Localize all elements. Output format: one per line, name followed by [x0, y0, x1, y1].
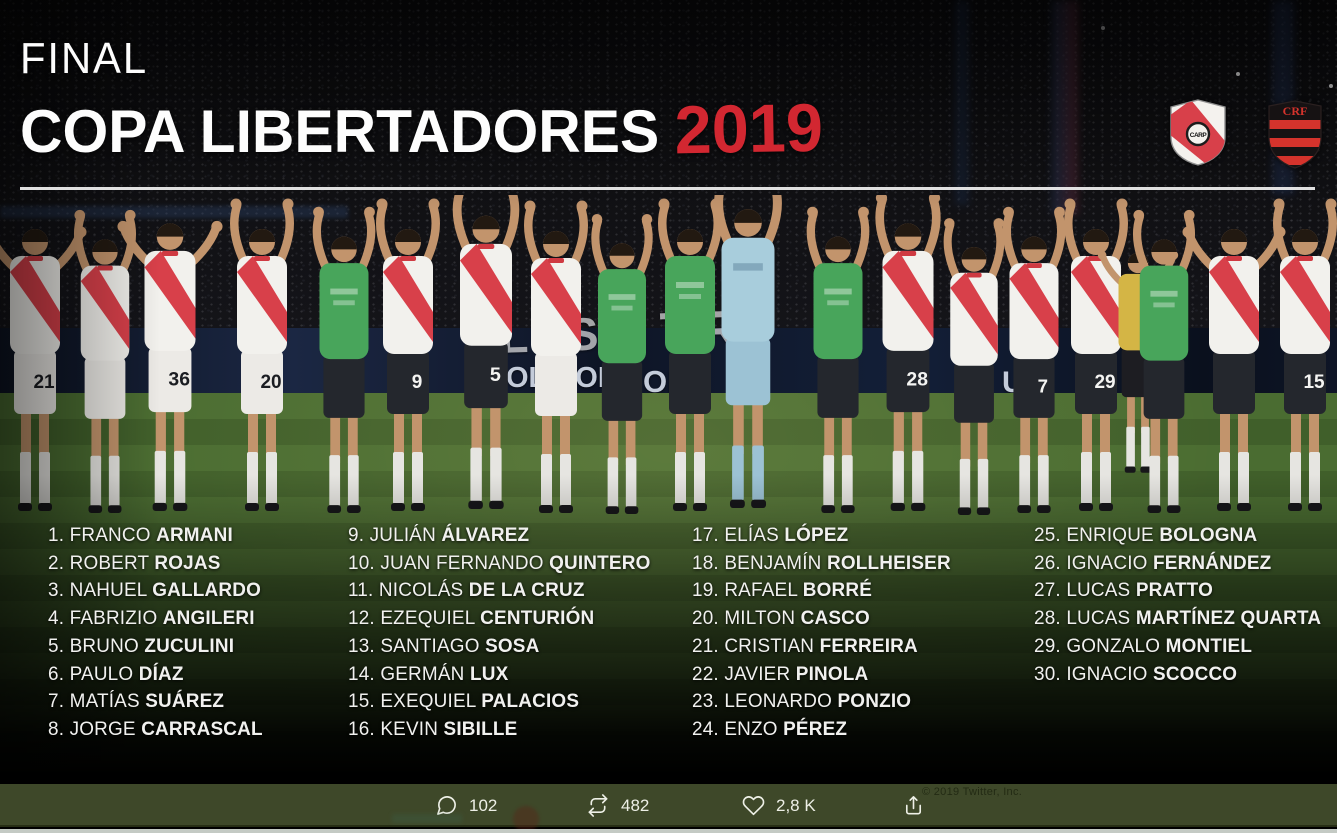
- squad-entry: 29. GONZALO MONTIEL: [1034, 634, 1253, 657]
- retweet-button[interactable]: 482: [586, 784, 649, 827]
- svg-text:20: 20: [260, 372, 281, 393]
- tweet-action-bar: © 2019 Twitter, Inc. 102 482 2,8 K: [0, 784, 1337, 827]
- squad-entry: 11. NICOLÁS DE LA CRUZ: [348, 579, 585, 602]
- page-bottom-strip: [0, 829, 1337, 833]
- title-copa-libertadores: COPA LIBERTADORES: [20, 98, 660, 165]
- share-icon[interactable]: [902, 794, 925, 817]
- svg-text:5: 5: [490, 364, 501, 386]
- squad-entry: 10. JUAN FERNANDO QUINTERO: [348, 551, 651, 574]
- header-divider: [20, 187, 1315, 190]
- svg-text:29: 29: [1094, 372, 1115, 393]
- player-figure: 9: [376, 198, 440, 511]
- squad-entry: 20. MILTON CASCO: [692, 607, 870, 630]
- squad-column: 25. ENRIQUE BOLOGNA 26. IGNACIO FERNÁNDEZ…: [1034, 522, 1321, 688]
- svg-text:28: 28: [906, 369, 928, 391]
- player-figure: 7: [1002, 206, 1066, 513]
- squad-entry: 16. KEVIN SIBILLE: [348, 717, 518, 740]
- squad-entry: 24. ENZO PÉREZ: [692, 717, 848, 740]
- player-figure: 5: [452, 195, 520, 510]
- squad-entry: 21. CRISTIAN FERREIRA: [692, 634, 918, 657]
- player-figure: 21: [0, 226, 87, 511]
- squad-entry: 3. NAHUEL GALLARDO: [48, 579, 261, 602]
- reply-count: 102: [469, 795, 498, 815]
- squad-entry: 4. FABRIZIO ANGILERI: [48, 607, 255, 630]
- player-figure: [73, 209, 137, 513]
- retweet-count: 482: [621, 795, 650, 815]
- squad-entry: 22. JAVIER PINOLA: [692, 662, 869, 685]
- reply-button[interactable]: 102: [435, 784, 497, 827]
- player-figure: 28: [875, 195, 941, 512]
- squad-entry: 27. LUCAS PRATTO: [1034, 579, 1213, 602]
- title-final: FINAL: [20, 34, 148, 83]
- squad-entry: 26. IGNACIO FERNÁNDEZ: [1034, 551, 1272, 574]
- share-button[interactable]: [902, 784, 925, 827]
- squad-entry: 12. EZEQUIEL CENTURIÓN: [348, 607, 595, 630]
- squad-entry: 25. ENRIQUE BOLOGNA: [1034, 524, 1258, 546]
- background-page-text: [392, 814, 462, 823]
- player-figure: 20: [230, 198, 294, 511]
- river-plate-crest-icon: CARP: [1170, 99, 1226, 166]
- like-button[interactable]: 2,8 K: [742, 784, 816, 827]
- players-layer: 21 36 20 9 5 28 7 29 15: [0, 195, 1337, 515]
- flamengo-crest-icon: CRF: [1268, 100, 1322, 169]
- player-figure: [806, 206, 870, 513]
- player-figure: 15: [1273, 198, 1337, 511]
- squad-entry: 15. EXEQUIEL PALACIOS: [348, 690, 580, 713]
- squad-entry: 8. JORGE CARRASCAL: [48, 717, 263, 740]
- player-figure: [524, 200, 588, 513]
- squad-entry: 5. BRUNO ZUCULINI: [48, 634, 235, 657]
- reply-icon[interactable]: [435, 794, 458, 817]
- squad-entry: 2. ROBERT ROJAS: [48, 551, 221, 574]
- player-figure: 29: [1064, 198, 1128, 511]
- svg-text:21: 21: [33, 372, 55, 393]
- player-figure: [658, 198, 722, 511]
- retweet-icon[interactable]: [586, 794, 610, 817]
- svg-text:CRF: CRF: [1283, 104, 1308, 118]
- background-page-avatar: [513, 806, 539, 832]
- squad-column: 17. ELÍAS LÓPEZ 18. BENJAMÍN ROLLHEISER 19…: [692, 522, 951, 744]
- player-figure: [714, 195, 782, 509]
- squad-entry: 1. FRANCO ARMANI: [48, 524, 233, 546]
- squad-entry: 14. GERMÁN LUX: [348, 662, 509, 685]
- squad-entry: 6. PAULO DÍAZ: [48, 662, 184, 685]
- squad-entry: 17. ELÍAS LÓPEZ: [692, 524, 849, 546]
- squad-entry: 28. LUCAS MARTÍNEZ QUARTA: [1034, 607, 1322, 630]
- player-figure: [1182, 226, 1286, 511]
- squad-entry: 23. LEONARDO PONZIO: [692, 690, 912, 713]
- svg-text:7: 7: [1038, 375, 1048, 396]
- svg-text:CARP: CARP: [1190, 132, 1208, 139]
- squad-column: 1. FRANCO ARMANI 2. ROBERT ROJAS 3. NAHUEL…: [48, 522, 263, 744]
- like-count: 2,8 K: [776, 795, 816, 815]
- svg-text:15: 15: [1303, 372, 1325, 393]
- svg-text:36: 36: [168, 369, 190, 391]
- title-year: 2019: [674, 89, 824, 169]
- squad-entry: 30. IGNACIO SCOCCO: [1034, 662, 1238, 685]
- title-competition: COPA LIBERTADORES 2019: [20, 89, 824, 169]
- player-figure: [591, 213, 653, 514]
- player-figure: [943, 218, 1005, 515]
- squad-entry: 18. BENJAMÍN ROLLHEISER: [692, 551, 951, 574]
- squad-column: 9. JULIÁN ÁLVAREZ 10. JUAN FERNANDO QUINT…: [348, 522, 650, 744]
- squad-entry: 9. JULIÁN ÁLVAREZ: [348, 524, 530, 546]
- squad-entry: 13. SANTIAGO SOSA: [348, 634, 540, 657]
- svg-text:9: 9: [412, 372, 423, 393]
- player-figure: [312, 206, 376, 513]
- twitter-copyright: © 2019 Twitter, Inc.: [922, 786, 1023, 798]
- player-figure: 36: [117, 220, 223, 512]
- heart-icon[interactable]: [742, 794, 765, 817]
- squad-entry: 19. RAFAEL BORRÉ: [692, 579, 873, 602]
- squad-entry: 7. MATÍAS SUÁREZ: [48, 690, 225, 713]
